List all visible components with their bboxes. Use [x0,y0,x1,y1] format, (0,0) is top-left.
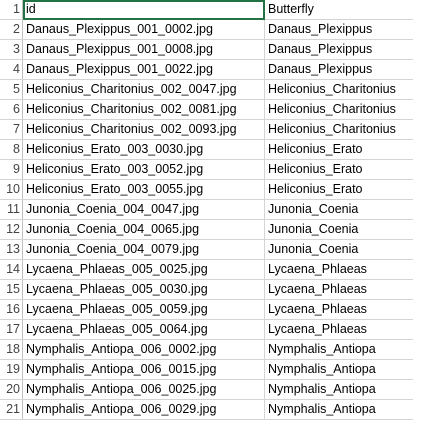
cell-butterfly[interactable]: Lycaena_Phlaeas [264,319,413,340]
row-header[interactable]: 2 [0,19,23,40]
grid-body: 1 id Butterfly 2 Danaus_Plexippus_001_0002.j… [0,0,413,420]
row-header[interactable]: 17 [0,319,23,340]
row-header[interactable]: 16 [0,299,23,320]
table-row: 13 Junonia_Coenia_004_0079.jpg Junonia_Coe… [0,239,413,260]
cell-id[interactable]: Lycaena_Phlaeas_005_0064.jpg [22,319,265,340]
row-header[interactable]: 6 [0,99,23,120]
cell-id[interactable]: Junonia_Coenia_004_0079.jpg [22,239,265,260]
cell-id[interactable]: Lycaena_Phlaeas_005_0030.jpg [22,279,265,300]
row-header[interactable]: 5 [0,79,23,100]
row-header[interactable]: 13 [0,239,23,260]
cell-id[interactable]: Heliconius_Charitonius_002_0093.jpg [22,119,265,140]
table-row: 15 Lycaena_Phlaeas_005_0030.jpg Lycaena_Ph… [0,279,413,300]
cell-butterfly[interactable]: Junonia_Coenia [264,219,413,240]
cell-id[interactable]: Heliconius_Erato_003_0030.jpg [22,139,265,160]
cell-butterfly[interactable]: Danaus_Plexippus [264,59,413,80]
row-header[interactable]: 8 [0,139,23,160]
table-row: 3 Danaus_Plexippus_001_0008.jpg Danaus_Ple… [0,39,413,60]
table-row: 1 id Butterfly [0,0,413,20]
row-header[interactable]: 4 [0,59,23,80]
cell-butterfly[interactable]: Nymphalis_Antiopa [264,359,413,380]
row-header[interactable]: 12 [0,219,23,240]
table-row: 10 Heliconius_Erato_003_0055.jpg Heliconiu… [0,179,413,200]
cell-id[interactable]: Lycaena_Phlaeas_005_0059.jpg [22,299,265,320]
table-row: 5 Heliconius_Charitonius_002_0047.jpg Heli… [0,79,413,100]
cell-butterfly[interactable]: Junonia_Coenia [264,239,413,260]
cell-butterfly[interactable]: Heliconius_Charitonius [264,99,413,120]
table-row: 14 Lycaena_Phlaeas_005_0025.jpg Lycaena_Ph… [0,259,413,280]
table-row: 20 Nymphalis_Antiopa_006_0025.jpg Nymphali… [0,379,413,400]
cell-butterfly[interactable]: Heliconius_Erato [264,139,413,160]
cell-butterfly[interactable]: Nymphalis_Antiopa [264,399,413,420]
cell-butterfly[interactable]: Nymphalis_Antiopa [264,379,413,400]
cell-id[interactable]: Heliconius_Charitonius_002_0081.jpg [22,99,265,120]
table-row: 4 Danaus_Plexippus_001_0022.jpg Danaus_Ple… [0,59,413,80]
table-row: 21 Nymphalis_Antiopa_006_0029.jpg Nymphali… [0,399,413,420]
data-grid: 1 id Butterfly 2 Danaus_Plexippus_001_0002.j… [0,0,413,420]
cell-id[interactable]: Junonia_Coenia_004_0065.jpg [22,219,265,240]
row-header[interactable]: 1 [0,0,23,20]
cell-id[interactable]: Heliconius_Charitonius_002_0047.jpg [22,79,265,100]
cell-butterfly[interactable]: Heliconius_Erato [264,159,413,180]
row-header[interactable]: 15 [0,279,23,300]
row-header[interactable]: 14 [0,259,23,280]
cell-butterfly[interactable]: Lycaena_Phlaeas [264,259,413,280]
cell-butterfly[interactable]: Heliconius_Charitonius [264,119,413,140]
table-row: 11 Junonia_Coenia_004_0047.jpg Junonia_Coe… [0,199,413,220]
table-row: 19 Nymphalis_Antiopa_006_0015.jpg Nymphali… [0,359,413,380]
cell-id[interactable]: Junonia_Coenia_004_0047.jpg [22,199,265,220]
cell-id[interactable]: Nymphalis_Antiopa_006_0015.jpg [22,359,265,380]
cell-id[interactable]: Nymphalis_Antiopa_006_0025.jpg [22,379,265,400]
table-row: 17 Lycaena_Phlaeas_005_0064.jpg Lycaena_Ph… [0,319,413,340]
row-header[interactable]: 10 [0,179,23,200]
row-header[interactable]: 11 [0,199,23,220]
cell-id[interactable]: Danaus_Plexippus_001_0008.jpg [22,39,265,60]
row-header[interactable]: 7 [0,119,23,140]
cell-id[interactable]: Nymphalis_Antiopa_006_0002.jpg [22,339,265,360]
table-row: 7 Heliconius_Charitonius_002_0093.jpg Heli… [0,119,413,140]
cell-butterfly[interactable]: Lycaena_Phlaeas [264,279,413,300]
cell-id[interactable]: Lycaena_Phlaeas_005_0025.jpg [22,259,265,280]
row-header[interactable]: 21 [0,399,23,420]
cell-id[interactable]: id [22,0,265,20]
cell-id[interactable]: Danaus_Plexippus_001_0002.jpg [22,19,265,40]
table-row: 2 Danaus_Plexippus_001_0002.jpg Danaus_Ple… [0,19,413,40]
row-header[interactable]: 19 [0,359,23,380]
cell-butterfly[interactable]: Heliconius_Charitonius [264,79,413,100]
row-header[interactable]: 18 [0,339,23,360]
cell-butterfly[interactable]: Lycaena_Phlaeas [264,299,413,320]
cell-butterfly[interactable]: Butterfly [264,0,413,20]
table-row: 12 Junonia_Coenia_004_0065.jpg Junonia_Coe… [0,219,413,240]
cell-butterfly[interactable]: Danaus_Plexippus [264,19,413,40]
cell-id[interactable]: Heliconius_Erato_003_0052.jpg [22,159,265,180]
cell-id[interactable]: Heliconius_Erato_003_0055.jpg [22,179,265,200]
table-row: 6 Heliconius_Charitonius_002_0081.jpg Heli… [0,99,413,120]
cell-id[interactable]: Nymphalis_Antiopa_006_0029.jpg [22,399,265,420]
table-row: 18 Nymphalis_Antiopa_006_0002.jpg Nymphali… [0,339,413,360]
row-header[interactable]: 3 [0,39,23,60]
cell-butterfly[interactable]: Danaus_Plexippus [264,39,413,60]
table-row: 16 Lycaena_Phlaeas_005_0059.jpg Lycaena_Ph… [0,299,413,320]
row-header[interactable]: 20 [0,379,23,400]
table-row: 9 Heliconius_Erato_003_0052.jpg Heliconius… [0,159,413,180]
cell-id[interactable]: Danaus_Plexippus_001_0022.jpg [22,59,265,80]
cell-butterfly[interactable]: Heliconius_Erato [264,179,413,200]
table-row: 8 Heliconius_Erato_003_0030.jpg Heliconius… [0,139,413,160]
row-header[interactable]: 9 [0,159,23,180]
cell-butterfly[interactable]: Nymphalis_Antiopa [264,339,413,360]
cell-butterfly[interactable]: Junonia_Coenia [264,199,413,220]
